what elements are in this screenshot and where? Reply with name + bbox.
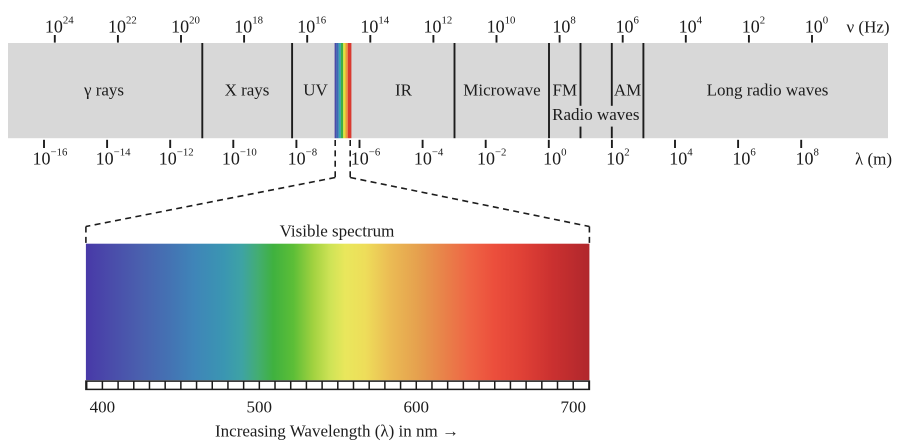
svg-text:106: 106 [615, 15, 639, 37]
svg-text:γ rays: γ rays [83, 81, 124, 100]
svg-text:700: 700 [560, 398, 586, 417]
svg-text:10−16: 10−16 [33, 146, 68, 168]
svg-text:500: 500 [247, 398, 273, 417]
svg-text:Increasing Wavelength (λ) in n: Increasing Wavelength (λ) in nm → [215, 422, 459, 441]
svg-text:10−4: 10−4 [414, 146, 444, 168]
svg-text:104: 104 [679, 15, 703, 37]
svg-text:10−10: 10−10 [222, 146, 257, 168]
svg-text:108: 108 [552, 15, 575, 37]
svg-text:1020: 1020 [171, 15, 200, 37]
svg-text:1024: 1024 [45, 15, 74, 37]
svg-text:Long radio waves: Long radio waves [707, 81, 829, 100]
svg-text:102: 102 [606, 146, 629, 168]
svg-text:100: 100 [805, 15, 828, 37]
svg-text:108: 108 [795, 146, 818, 168]
svg-text:1016: 1016 [297, 15, 326, 37]
svg-text:ν (Hz): ν (Hz) [847, 18, 890, 37]
svg-text:X rays: X rays [225, 81, 270, 100]
svg-text:600: 600 [404, 398, 430, 417]
svg-text:10−12: 10−12 [159, 146, 194, 168]
svg-text:FM: FM [553, 81, 578, 100]
svg-text:Radio waves: Radio waves [552, 105, 639, 124]
svg-text:102: 102 [742, 15, 765, 37]
svg-text:10−2: 10−2 [477, 146, 507, 168]
svg-text:10−8: 10−8 [288, 146, 318, 168]
svg-text:1018: 1018 [234, 15, 263, 37]
svg-text:10−6: 10−6 [351, 146, 381, 168]
svg-text:106: 106 [732, 146, 756, 168]
svg-text:400: 400 [90, 398, 116, 417]
svg-text:UV: UV [303, 81, 328, 100]
svg-text:1010: 1010 [487, 15, 516, 37]
svg-text:AM: AM [614, 81, 641, 100]
svg-text:10−14: 10−14 [96, 146, 131, 168]
svg-text:Visible spectrum: Visible spectrum [280, 221, 395, 240]
svg-text:104: 104 [669, 146, 693, 168]
svg-text:1012: 1012 [424, 15, 453, 37]
svg-text:Microwave: Microwave [463, 81, 540, 100]
svg-text:1022: 1022 [108, 15, 137, 37]
svg-text:λ (m): λ (m) [855, 149, 892, 168]
svg-text:100: 100 [543, 146, 566, 168]
svg-text:IR: IR [395, 81, 413, 100]
svg-text:1014: 1014 [360, 15, 389, 37]
